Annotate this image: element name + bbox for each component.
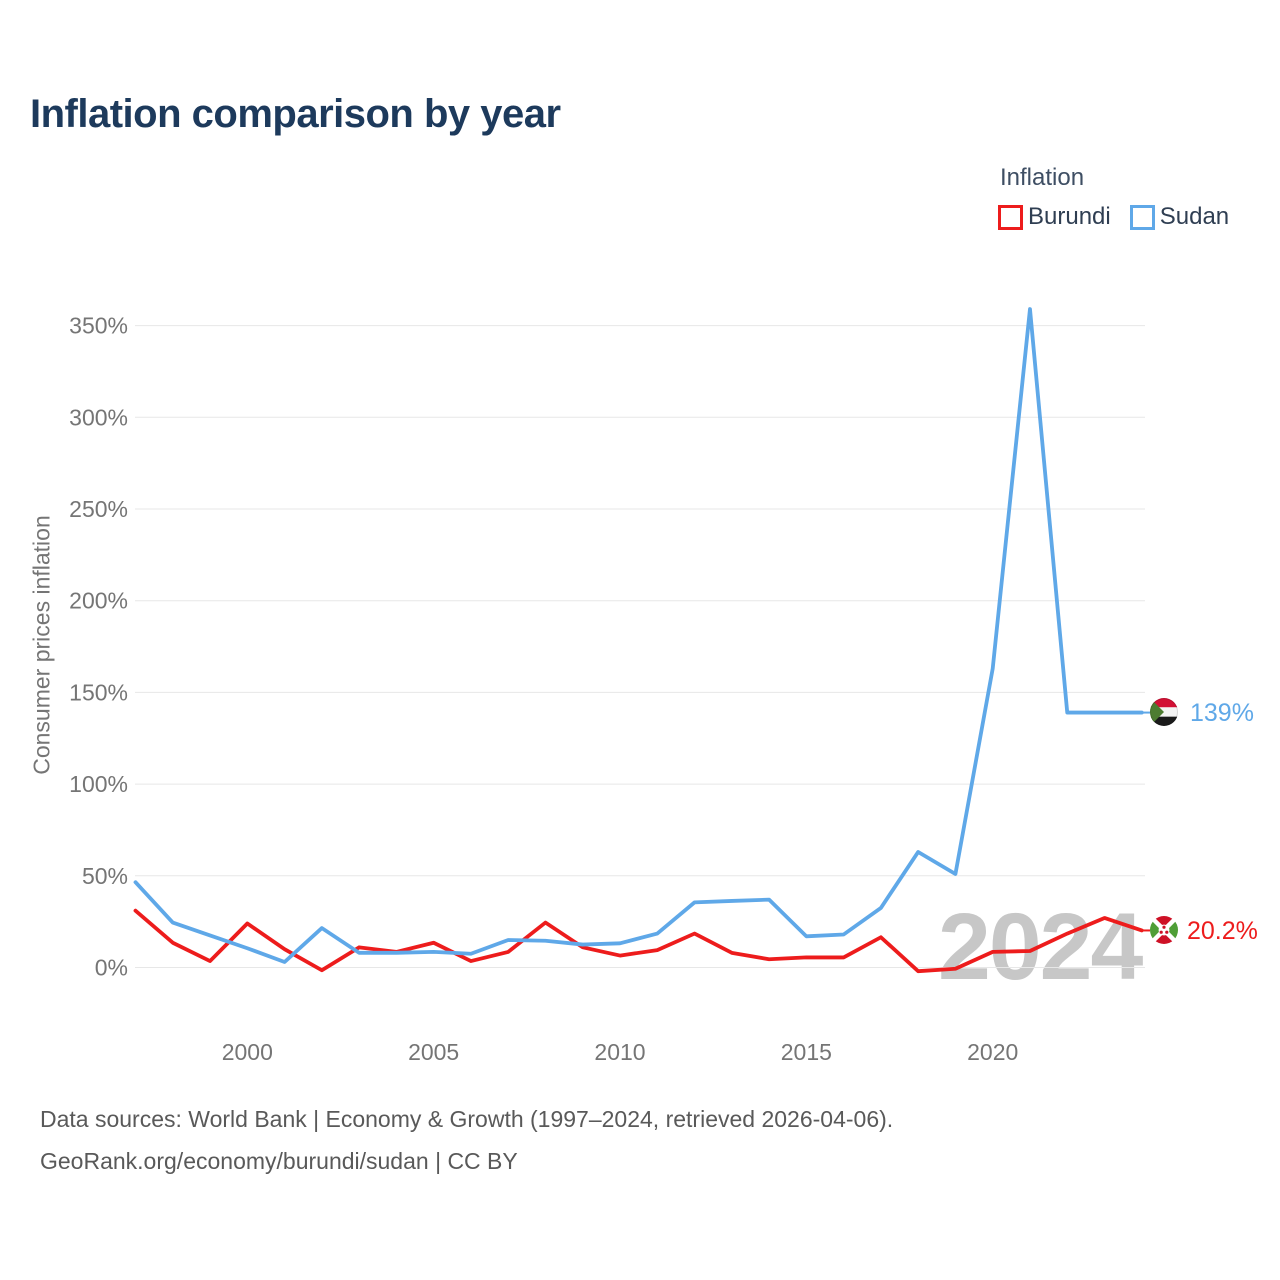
series-line-burundi [133,908,1144,974]
legend-label-sudan[interactable]: Sudan [1159,203,1230,230]
burundi-end-value-label: 20.2% [1187,917,1258,945]
y-tick-label: 150% [69,679,128,705]
legend: Burundi Sudan [998,203,1229,231]
y-tick-label: 50% [82,863,128,889]
sudan-end-value-label: 139% [1190,699,1254,727]
legend-swatch-burundi-icon[interactable] [998,204,1023,230]
y-tick-label: 100% [69,771,128,797]
x-tick-label: 2010 [594,1039,645,1065]
legend-label-burundi[interactable]: Burundi [1028,203,1111,230]
y-tick-label: 350% [69,313,128,339]
legend-title: Inflation [1000,164,1085,191]
sudan-flag-icon [1150,698,1178,726]
series-line-sudan [133,307,1144,964]
x-tick-label: 2015 [781,1039,832,1065]
burundi-flag-icon [1150,916,1178,944]
y-tick-label: 0% [95,955,128,981]
y-tick-label: 300% [69,404,128,430]
x-tick-label: 2020 [967,1039,1018,1065]
footer-data-sources: Data sources: World Bank | Economy & Gro… [40,1106,894,1132]
y-tick-label: 200% [69,588,128,614]
footer-attribution: GeoRank.org/economy/burundi/sudan | CC B… [40,1148,518,1174]
x-tick-label: 2000 [222,1039,273,1065]
legend-swatch-sudan-icon[interactable] [1129,204,1155,230]
y-tick-label: 250% [69,496,128,522]
x-tick-label: 2005 [408,1039,459,1065]
page-title: Inflation comparison by year [30,92,561,136]
